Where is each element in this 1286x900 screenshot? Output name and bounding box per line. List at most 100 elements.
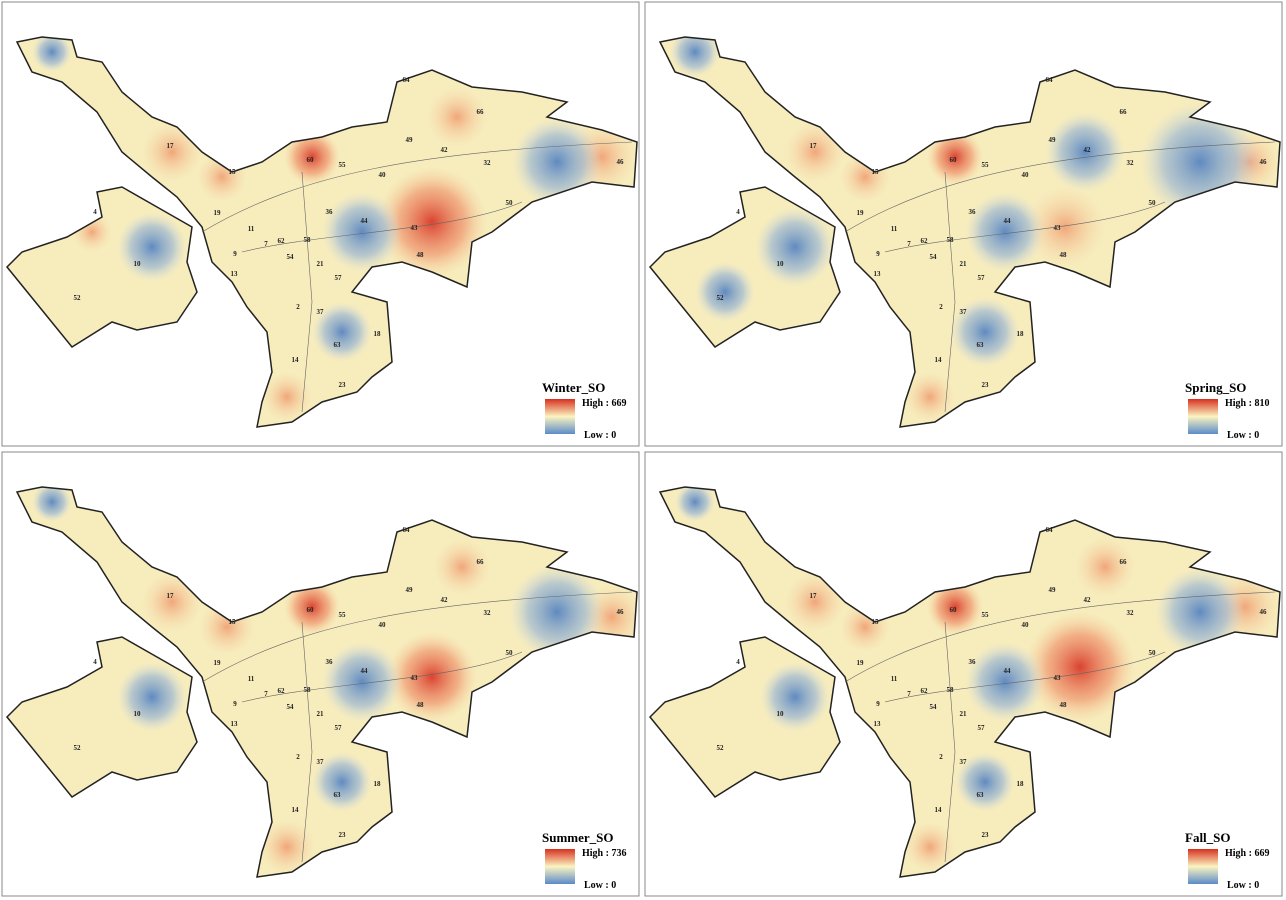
district-label: 49	[406, 136, 414, 144]
district-label: 7	[907, 690, 911, 698]
district-label: 18	[374, 330, 382, 338]
district-label: 17	[167, 142, 175, 150]
heat-blob	[262, 372, 312, 422]
district-label: 50	[506, 649, 514, 657]
heat-blob	[927, 129, 983, 185]
legend-low: Low : 0	[584, 430, 616, 441]
road	[201, 141, 633, 233]
district-label: 15	[872, 618, 880, 626]
district-label: 48	[1060, 701, 1068, 709]
district-label: 64	[403, 526, 411, 534]
district-label: 62	[278, 687, 286, 695]
road	[884, 201, 1166, 253]
district-label: 36	[969, 208, 977, 216]
legend-title: Spring_SO	[1185, 380, 1246, 395]
heat-blob	[312, 302, 372, 362]
district-label: 52	[717, 294, 725, 302]
district-label: 54	[930, 703, 938, 711]
legend-high: High : 810	[1225, 398, 1269, 409]
heat-blob	[377, 167, 487, 277]
district-label: 10	[134, 260, 142, 268]
legend-title: Winter_SO	[542, 380, 605, 395]
legend-title: Fall_SO	[1185, 830, 1231, 845]
heat-blob	[32, 37, 72, 72]
district-label: 36	[326, 658, 334, 666]
district-label: 4	[736, 658, 740, 666]
district-label: 63	[977, 791, 985, 799]
district-label: 17	[810, 592, 818, 600]
road	[241, 201, 523, 253]
district-label: 7	[264, 240, 268, 248]
district-label: 43	[1054, 224, 1062, 232]
district-label: 32	[1127, 609, 1135, 617]
heat-blob	[927, 579, 983, 635]
district-label: 14	[935, 356, 943, 364]
district-label: 10	[777, 710, 785, 718]
district-label: 48	[417, 701, 425, 709]
district-label: 7	[264, 690, 268, 698]
district-label: 15	[872, 168, 880, 176]
district-label: 18	[1017, 330, 1025, 338]
district-label: 52	[717, 744, 725, 752]
district-label: 58	[304, 236, 312, 244]
district-label: 60	[950, 606, 958, 614]
district-label: 17	[167, 592, 175, 600]
legend-ramp	[545, 849, 575, 884]
district-label: 44	[1004, 217, 1012, 225]
heat-blob	[905, 822, 955, 872]
district-label: 13	[231, 270, 239, 278]
district-label: 50	[1149, 649, 1157, 657]
boundary-main	[658, 486, 1281, 878]
district-label: 32	[1127, 159, 1135, 167]
district-label: 9	[233, 250, 237, 258]
district-label: 52	[74, 744, 82, 752]
district-label: 64	[1046, 76, 1054, 84]
district-label: 46	[617, 608, 625, 616]
legend-high: High : 669	[582, 398, 626, 409]
district-label: 9	[876, 250, 880, 258]
district-label: 14	[935, 806, 943, 814]
district-label: 66	[477, 558, 485, 566]
road	[241, 651, 523, 703]
boundary-west	[5, 186, 198, 348]
district-label: 11	[891, 225, 898, 233]
district-label: 60	[950, 156, 958, 164]
district-label: 42	[441, 596, 449, 604]
district-label: 7	[907, 240, 911, 248]
district-label: 62	[921, 237, 929, 245]
district-label: 54	[287, 253, 295, 261]
heat-blob	[322, 642, 402, 722]
district-label: 32	[484, 609, 492, 617]
boundary-main	[658, 36, 1281, 428]
district-label: 13	[231, 720, 239, 728]
district-label: 4	[736, 208, 740, 216]
district-label: 15	[229, 618, 237, 626]
district-label: 55	[982, 611, 990, 619]
district-label: 49	[1049, 586, 1057, 594]
heat-blob	[387, 632, 477, 722]
district-label: 57	[978, 274, 986, 282]
district-label: 9	[233, 700, 237, 708]
road	[944, 171, 956, 413]
road	[884, 651, 1166, 703]
district-label: 63	[334, 341, 342, 349]
district-label: 43	[1054, 674, 1062, 682]
district-label: 32	[484, 159, 492, 167]
district-label: 14	[292, 356, 300, 364]
road	[301, 171, 313, 413]
boundary-west	[648, 636, 841, 798]
legend-high: High : 736	[582, 848, 626, 859]
road	[844, 591, 1276, 683]
district-label: 58	[947, 686, 955, 694]
district-label: 40	[1022, 171, 1030, 179]
district-label: 10	[134, 710, 142, 718]
heat-blob	[760, 662, 830, 732]
road	[201, 591, 633, 683]
district-label: 54	[930, 253, 938, 261]
district-label: 57	[335, 274, 343, 282]
district-label: 11	[891, 675, 898, 683]
district-label: 14	[292, 806, 300, 814]
district-label: 4	[93, 208, 97, 216]
heat-blob	[1155, 567, 1245, 657]
district-label: 60	[307, 156, 315, 164]
